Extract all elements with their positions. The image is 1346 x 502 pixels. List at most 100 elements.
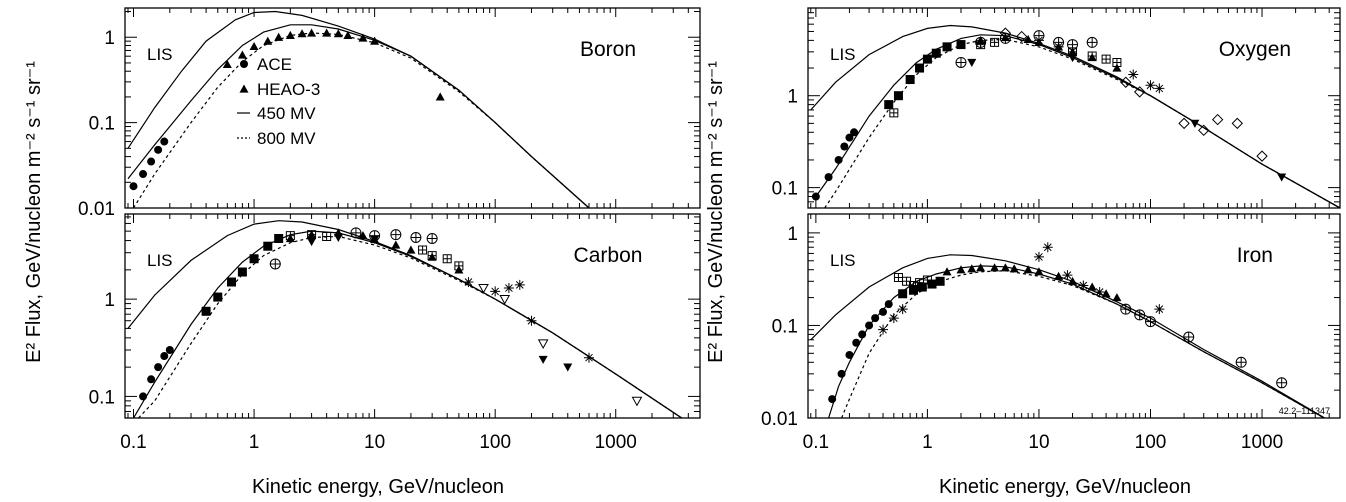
point-asterisks bbox=[1078, 280, 1089, 291]
curve-800-mv bbox=[132, 32, 590, 208]
point-open-diamonds bbox=[1120, 76, 1132, 88]
point-asterisks bbox=[526, 315, 537, 326]
point-filled-squares bbox=[898, 289, 908, 299]
point-filled-down-triangles bbox=[1277, 173, 1287, 182]
point-asterisks bbox=[503, 283, 514, 294]
point-boxed-plus bbox=[908, 281, 918, 291]
point-open-down-triangles bbox=[631, 396, 643, 407]
point-heao-3 bbox=[307, 230, 317, 239]
point-asterisks bbox=[1154, 304, 1165, 315]
point-heao-3 bbox=[956, 40, 966, 49]
point-filled-squares bbox=[213, 292, 223, 302]
plot-frame bbox=[807, 213, 1341, 419]
y-tick-label: 0.01 bbox=[78, 199, 115, 220]
y-tick-label: 1 bbox=[787, 87, 798, 108]
point-filled-squares bbox=[927, 279, 937, 289]
lis-label: LIS bbox=[830, 45, 856, 64]
point-boxed-plus bbox=[915, 278, 925, 288]
point-filled-squares bbox=[935, 276, 945, 286]
point-ace bbox=[160, 137, 169, 146]
point-heao-3 bbox=[990, 263, 1000, 272]
point-boxed-plus bbox=[893, 272, 903, 282]
point-ace bbox=[858, 330, 867, 339]
panel-oxygen: 0.1 1 Oxygen LIS bbox=[772, 7, 1341, 209]
point-ace bbox=[129, 182, 138, 191]
point-asterisks bbox=[1062, 270, 1073, 281]
point-ace bbox=[879, 307, 888, 316]
x-ticks bbox=[127, 8, 701, 208]
x-axis-label-left: Kinetic energy, GeV/nucleon bbox=[252, 476, 504, 498]
y-ticks bbox=[808, 232, 1340, 419]
point-ace bbox=[871, 314, 880, 323]
y-tick-label: 1 bbox=[104, 290, 115, 311]
point-heao-3 bbox=[1112, 293, 1122, 302]
point-ace bbox=[147, 157, 156, 166]
point-asterisks bbox=[1033, 251, 1044, 262]
point-ace bbox=[837, 369, 846, 378]
point-crossed-circles bbox=[390, 229, 402, 241]
point-crossed-circles bbox=[410, 232, 422, 243]
legend: ACE HEAO-3 450 MV 800 MV bbox=[237, 55, 320, 148]
point-crossed-circles bbox=[955, 57, 967, 68]
point-ace bbox=[852, 338, 861, 347]
point-boxed-plus bbox=[442, 254, 452, 264]
lis-label: LIS bbox=[147, 251, 173, 270]
point-asterisks bbox=[463, 277, 474, 287]
legend-label: 800 MV bbox=[257, 129, 316, 148]
legend-marker bbox=[239, 84, 249, 93]
point-ace bbox=[139, 170, 148, 179]
lis-label: LIS bbox=[147, 45, 173, 64]
point-heao-3 bbox=[222, 59, 232, 69]
point-asterisks bbox=[583, 352, 594, 363]
panel-title: Carbon bbox=[574, 244, 643, 267]
panel-title: Boron bbox=[580, 38, 636, 61]
y-ticks bbox=[808, 7, 1340, 209]
data-points bbox=[811, 27, 1287, 201]
point-heao-3 bbox=[249, 41, 259, 51]
point-heao-3 bbox=[976, 263, 986, 272]
point-filled-squares bbox=[908, 285, 918, 295]
point-filled-squares bbox=[893, 91, 903, 101]
x-tick-label: 100 bbox=[479, 432, 511, 453]
point-heao-3 bbox=[1087, 53, 1097, 62]
point-heao-3 bbox=[976, 35, 986, 44]
plot-frame bbox=[807, 7, 1341, 209]
y-tick-label: 0.1 bbox=[89, 114, 115, 135]
data-points bbox=[129, 28, 445, 191]
point-open-down-triangles bbox=[478, 283, 489, 294]
point-ace bbox=[845, 133, 854, 142]
point-filled-down-triangles bbox=[967, 58, 977, 67]
point-ace bbox=[154, 363, 163, 372]
figure-code: 42.2–111347 bbox=[1279, 406, 1330, 416]
point-heao-3 bbox=[1000, 263, 1010, 272]
point-boxed-plus bbox=[922, 275, 932, 285]
point-filled-down-triangles bbox=[307, 238, 317, 247]
curve-lis bbox=[127, 10, 590, 208]
x-tick-label: 0.1 bbox=[120, 432, 146, 453]
curve-lis bbox=[810, 254, 1326, 418]
point-open-diamonds bbox=[1178, 117, 1190, 130]
point-crossed-circles bbox=[1086, 36, 1098, 48]
point-heao-3 bbox=[358, 231, 368, 240]
point-heao-3 bbox=[391, 240, 401, 249]
y-tick-label: 0.01 bbox=[761, 409, 798, 430]
point-heao-3 bbox=[1112, 63, 1122, 72]
model-curves bbox=[127, 10, 590, 208]
point-heao-3 bbox=[263, 36, 273, 45]
y-axis-label-right: E² Flux, GeV/nucleon m⁻² s⁻¹ sr⁻¹ bbox=[705, 61, 727, 363]
point-ace bbox=[147, 375, 156, 384]
y-ticks bbox=[125, 11, 700, 209]
panel-boron: 0.01 0.1 1 Boron LIS ACE HEAO-3 450 MV 800 MV bbox=[78, 7, 701, 220]
x-axis-label-right: Kinetic energy, GeV/nucleon bbox=[939, 476, 1191, 498]
point-heao-3 bbox=[343, 30, 353, 40]
curve-450-mv bbox=[815, 34, 1340, 208]
point-crossed-circles bbox=[1145, 316, 1157, 328]
point-heao-3 bbox=[370, 235, 380, 244]
point-ace bbox=[165, 346, 174, 354]
point-boxed-plus bbox=[1101, 54, 1111, 64]
x-tick-label: 1 bbox=[249, 432, 260, 453]
point-crossed-circles bbox=[1235, 356, 1247, 368]
point-crossed-circles bbox=[1183, 331, 1195, 343]
